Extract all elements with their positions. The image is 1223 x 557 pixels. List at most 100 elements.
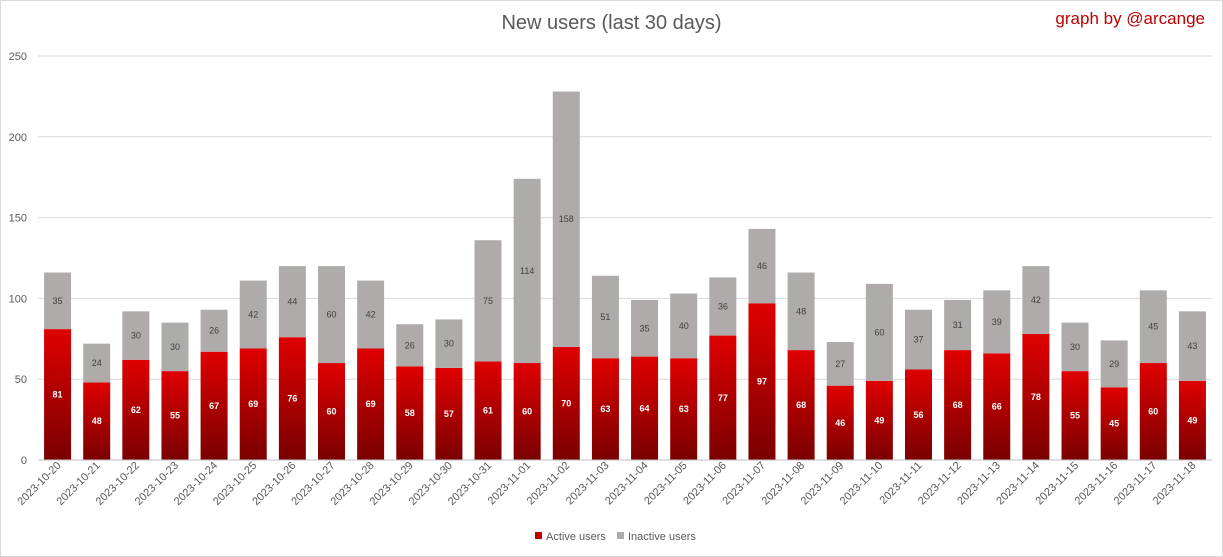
- value-label-inactive: 30: [131, 331, 141, 341]
- bar-active: [239, 348, 267, 460]
- value-label-active: 60: [326, 407, 336, 417]
- value-label-inactive: 48: [796, 306, 806, 316]
- bar-inactive: [709, 277, 737, 336]
- bar-inactive: [1061, 322, 1089, 372]
- bar-active: [591, 358, 619, 460]
- value-label-inactive: 39: [992, 317, 1002, 327]
- value-label-inactive: 30: [1070, 342, 1080, 352]
- value-label-active: 97: [757, 377, 767, 387]
- bar-inactive: [552, 91, 580, 347]
- bar-active: [278, 337, 306, 460]
- value-label-inactive: 24: [92, 358, 102, 368]
- bar-active: [44, 329, 72, 460]
- bar-inactive: [826, 342, 854, 386]
- value-label-inactive: 30: [170, 342, 180, 352]
- bar-active: [1139, 363, 1167, 460]
- bar-active: [513, 363, 541, 460]
- bars: [44, 91, 1206, 460]
- legend-swatch-active: [535, 532, 542, 539]
- value-label-inactive: 60: [326, 310, 336, 320]
- value-label-inactive: 29: [1109, 359, 1119, 369]
- value-label-active: 60: [522, 407, 532, 417]
- bar-inactive: [44, 272, 72, 330]
- value-label-inactive: 114: [520, 266, 534, 276]
- bar-active: [905, 369, 932, 460]
- bar-active: [1100, 387, 1128, 460]
- value-label-inactive: 27: [835, 359, 845, 369]
- value-label-inactive: 40: [679, 321, 689, 331]
- bar-inactive: [474, 240, 502, 362]
- value-label-active: 77: [718, 393, 728, 403]
- bar-active: [1178, 380, 1206, 460]
- bar-inactive: [591, 275, 619, 359]
- value-label-inactive: 45: [1148, 322, 1158, 332]
- bar-active: [670, 358, 698, 460]
- bar-active: [357, 348, 385, 460]
- bar-inactive: [513, 178, 541, 364]
- bar-inactive: [944, 300, 972, 351]
- bar-inactive: [278, 266, 306, 338]
- bar-inactive: [1178, 311, 1206, 381]
- value-label-active: 57: [444, 409, 454, 419]
- value-label-inactive: 42: [1031, 295, 1041, 305]
- y-tick-label: 200: [9, 132, 27, 144]
- bar-active: [748, 303, 776, 460]
- bar-active: [709, 335, 737, 460]
- value-label-active: 63: [679, 404, 689, 414]
- value-label-inactive: 31: [953, 320, 963, 330]
- legend-label-inactive: Inactive users: [628, 531, 696, 543]
- bar-inactive: [200, 309, 228, 352]
- value-label-active: 49: [1187, 415, 1197, 425]
- value-label-active: 55: [1070, 411, 1080, 421]
- bar-active: [83, 382, 111, 460]
- value-label-inactive: 158: [559, 214, 574, 224]
- bar-inactive: [1139, 290, 1167, 364]
- bar-inactive: [1100, 340, 1128, 388]
- bar-active: [435, 367, 463, 460]
- bar-inactive: [631, 300, 659, 357]
- bar-inactive: [161, 322, 189, 372]
- bar-active: [983, 353, 1011, 460]
- bar-active: [865, 380, 893, 460]
- bar-active: [161, 371, 189, 460]
- gridlines: [38, 55, 1212, 380]
- bar-active: [1022, 333, 1050, 460]
- value-label-inactive: 35: [640, 323, 650, 333]
- bar-active: [318, 363, 345, 460]
- bar-active: [944, 350, 972, 460]
- bar-inactive: [748, 228, 776, 304]
- bar-active: [552, 346, 580, 460]
- value-label-inactive: 26: [209, 326, 219, 336]
- value-label-active: 63: [600, 404, 610, 414]
- legend: Active users Inactive users: [535, 531, 696, 543]
- bar-inactive: [396, 324, 424, 367]
- value-label-inactive: 43: [1187, 341, 1197, 351]
- bar-active: [1061, 371, 1089, 460]
- bar-inactive: [122, 311, 150, 360]
- value-label-inactive: 30: [444, 339, 454, 349]
- value-label-inactive: 44: [287, 297, 297, 307]
- bar-inactive: [983, 290, 1011, 354]
- bar-active: [200, 351, 228, 460]
- bar-inactive: [787, 272, 815, 351]
- value-label-active: 49: [874, 415, 884, 425]
- y-tick-label: 150: [9, 213, 27, 225]
- value-label-active: 60: [1148, 407, 1158, 417]
- value-label-active: 58: [405, 408, 415, 418]
- bar-active: [474, 361, 502, 460]
- value-label-active: 67: [209, 401, 219, 411]
- bar-inactive: [239, 280, 267, 349]
- value-label-active: 55: [170, 411, 180, 421]
- bar-inactive: [670, 293, 698, 359]
- value-label-active: 69: [248, 399, 258, 409]
- bar-inactive: [865, 283, 893, 381]
- bar-active: [631, 356, 659, 460]
- bar-active: [826, 385, 854, 460]
- value-label-active: 62: [131, 405, 141, 415]
- value-label-active: 81: [53, 390, 63, 400]
- value-label-active: 61: [483, 406, 493, 416]
- y-tick-label: 250: [9, 51, 27, 63]
- y-tick-label: 100: [9, 293, 27, 305]
- value-label-active: 68: [796, 400, 806, 410]
- value-label-active: 76: [287, 394, 297, 404]
